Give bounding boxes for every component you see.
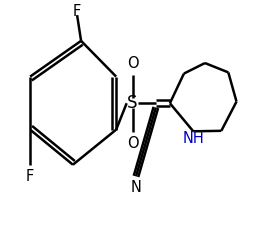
Text: O: O [127, 56, 138, 71]
Text: O: O [127, 135, 138, 151]
Text: NH: NH [182, 131, 204, 146]
Text: F: F [73, 4, 81, 19]
Text: F: F [26, 169, 34, 184]
Text: S: S [127, 94, 138, 112]
Text: N: N [131, 180, 142, 195]
